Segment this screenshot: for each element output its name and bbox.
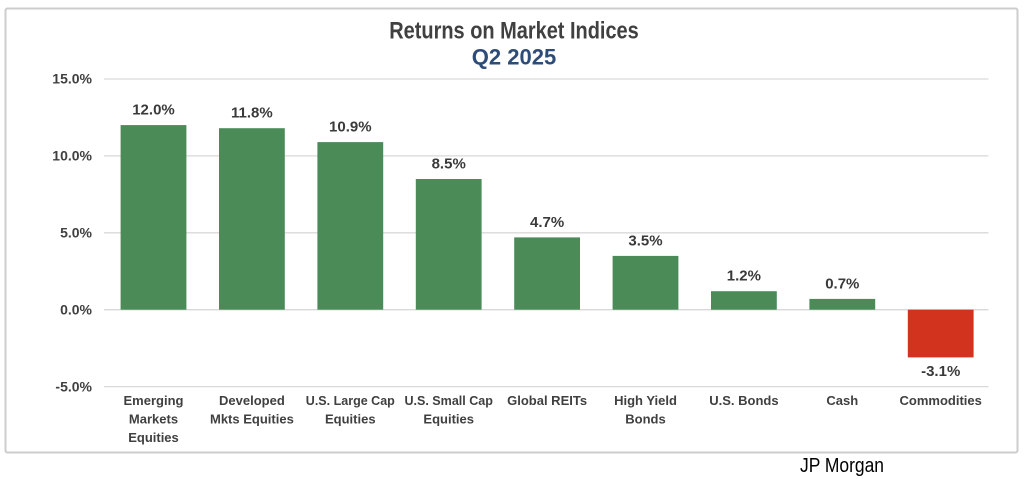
svg-text:Returns on Market Indices: Returns on Market Indices bbox=[389, 18, 639, 45]
svg-text:Q2 2025: Q2 2025 bbox=[472, 45, 556, 70]
svg-text:Cash: Cash bbox=[826, 393, 858, 408]
svg-text:4.7%: 4.7% bbox=[530, 214, 564, 231]
svg-text:3.5%: 3.5% bbox=[628, 232, 662, 249]
svg-text:1.2%: 1.2% bbox=[727, 268, 761, 285]
svg-text:5.0%: 5.0% bbox=[60, 225, 92, 241]
svg-text:Commodities: Commodities bbox=[900, 393, 982, 408]
svg-text:12.0%: 12.0% bbox=[132, 102, 175, 119]
svg-text:0.0%: 0.0% bbox=[60, 301, 92, 317]
svg-text:10.9%: 10.9% bbox=[329, 119, 372, 136]
svg-text:-3.1%: -3.1% bbox=[921, 363, 960, 380]
svg-text:10.0%: 10.0% bbox=[52, 148, 92, 164]
svg-text:U.S. Bonds: U.S. Bonds bbox=[709, 393, 778, 408]
svg-text:JP Morgan: JP Morgan bbox=[800, 455, 884, 477]
svg-text:0.7%: 0.7% bbox=[825, 275, 859, 292]
svg-text:15.0%: 15.0% bbox=[52, 71, 92, 87]
svg-text:8.5%: 8.5% bbox=[432, 156, 466, 173]
svg-text:Global REITs: Global REITs bbox=[507, 393, 587, 408]
svg-text:11.8%: 11.8% bbox=[231, 105, 273, 122]
svg-text:-5.0%: -5.0% bbox=[55, 378, 92, 394]
